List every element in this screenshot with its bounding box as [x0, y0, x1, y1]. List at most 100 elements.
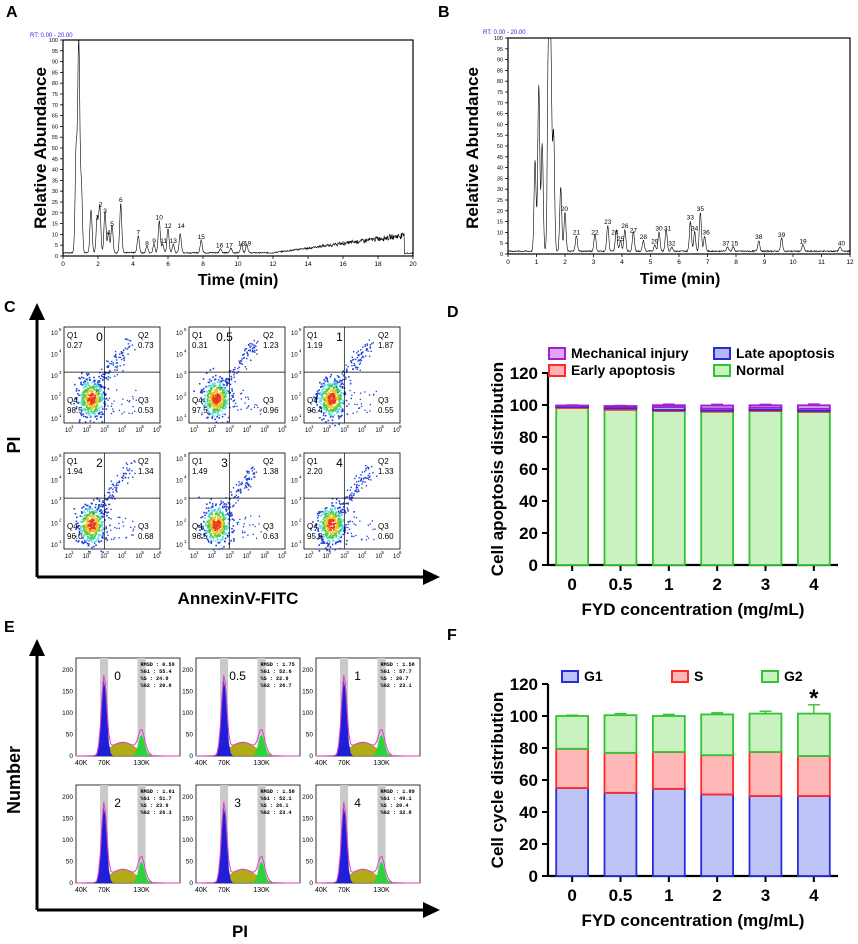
flow-dot — [89, 508, 91, 510]
x-tick-base: 10 — [375, 554, 382, 560]
flow-dot — [81, 525, 84, 528]
flow-dot — [83, 393, 86, 396]
y-tick-label: 25 — [52, 200, 58, 206]
flow-dot — [101, 505, 104, 507]
flow-dot — [317, 528, 319, 531]
flow-dot — [325, 393, 328, 395]
flow-dot — [346, 413, 349, 416]
y-tick-exp: 2 — [299, 518, 302, 523]
flow-dot — [320, 525, 322, 527]
flow-dot — [221, 407, 224, 409]
flow-dot — [339, 406, 341, 408]
x-tick-base: 10 — [393, 554, 400, 560]
flow-dot — [211, 513, 214, 515]
flow-dot — [321, 536, 323, 538]
flow-dot — [78, 533, 81, 536]
flow-dot — [257, 406, 259, 409]
flow-dot — [91, 527, 94, 530]
flow-dot — [216, 533, 218, 536]
flow-dot — [96, 515, 98, 517]
y-tick-label: 25 — [497, 198, 503, 204]
flow-dot — [79, 525, 81, 527]
flow-dot — [357, 360, 359, 362]
flow-dot — [79, 419, 81, 421]
flow-dot — [364, 481, 366, 483]
flow-dot — [91, 524, 94, 527]
flow-dot — [225, 514, 227, 517]
flow-dot — [326, 389, 329, 392]
flow-dot — [231, 388, 233, 390]
flow-dot — [85, 525, 88, 528]
flow-dot — [117, 481, 120, 483]
flow-dot — [327, 388, 330, 391]
flow-dot — [329, 416, 332, 418]
flow-dot — [87, 373, 90, 375]
flow-dot — [101, 535, 104, 537]
x-tick-exp: 4 — [124, 550, 127, 555]
flow-dot — [96, 539, 98, 542]
flow-dot — [80, 414, 83, 417]
flow-dot — [121, 480, 124, 482]
flow-dot — [330, 529, 332, 531]
flow-dot — [207, 381, 210, 384]
flow-dot — [226, 385, 228, 387]
flow-dot — [210, 399, 212, 401]
flow-dot — [326, 403, 329, 406]
flow-dot — [321, 395, 323, 397]
flow-dot — [123, 359, 125, 361]
fit-envelope-line — [316, 675, 420, 757]
flow-dot — [334, 408, 336, 410]
flow-dot — [117, 516, 119, 518]
flow-dot — [224, 413, 226, 416]
flow-dot — [102, 373, 105, 375]
flow-dot — [99, 513, 101, 515]
flow-dot — [322, 387, 325, 390]
flow-dot — [328, 525, 330, 527]
y-tick-base: 10 — [51, 417, 58, 423]
flow-dot — [248, 405, 250, 407]
flow-dot — [102, 551, 104, 554]
flow-dot — [329, 529, 331, 531]
flow-dot — [102, 408, 104, 410]
flow-dot — [215, 403, 218, 405]
flow-dot — [337, 388, 339, 390]
flow-dot — [247, 344, 250, 346]
flow-dot — [210, 510, 213, 513]
flow-dot — [129, 472, 131, 475]
flow-dot — [332, 515, 334, 518]
flow-dot — [332, 394, 335, 396]
y-tick-label: 120 — [510, 364, 538, 383]
flow-dot — [323, 519, 326, 522]
flow-dot — [252, 344, 254, 346]
flow-dot — [358, 480, 360, 482]
flow-dot — [211, 397, 214, 399]
x-tick-label: 130K — [373, 760, 390, 767]
flow-dot — [324, 396, 326, 399]
bar-s — [555, 747, 590, 789]
flow-dot — [232, 406, 234, 408]
area-g1-phase — [316, 680, 420, 756]
flow-dot — [325, 512, 327, 515]
flow-dot — [225, 529, 228, 531]
flow-dot — [90, 402, 92, 405]
flow-dot — [325, 507, 328, 509]
x-tick-label: 40K — [75, 760, 88, 767]
flow-dot — [214, 405, 216, 408]
flow-dot — [348, 528, 350, 531]
flow-dot — [90, 396, 92, 398]
flow-dot — [357, 354, 359, 356]
flow-dot — [74, 383, 76, 386]
flow-dot — [86, 509, 89, 512]
flow-dot — [220, 502, 222, 504]
flow-dot — [336, 375, 339, 377]
flow-dot — [341, 514, 343, 516]
x-tick-label: 2 — [712, 575, 721, 594]
x-tick-base: 10 — [323, 554, 330, 560]
flow-dot — [232, 487, 235, 489]
flow-dot — [346, 368, 348, 370]
flow-dot — [223, 400, 226, 402]
flow-dot — [338, 502, 341, 504]
x-tick-label: 20 — [409, 261, 417, 268]
flow-dot — [206, 393, 209, 396]
gate-band-g2 — [137, 785, 146, 883]
